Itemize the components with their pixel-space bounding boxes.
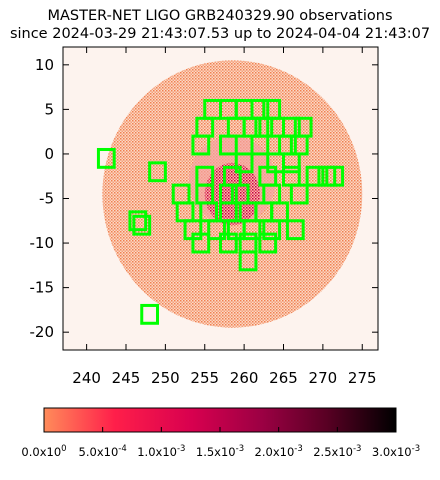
- colorbar-tick-label: 0.0x100: [21, 444, 66, 459]
- observed-field: [238, 250, 258, 272]
- observed-field: [132, 214, 152, 236]
- observed-field: [305, 165, 325, 187]
- colorbar-tick-label: 2.0x10-3: [255, 444, 303, 459]
- colorbar-tick-label: 2.5x10-3: [313, 444, 361, 459]
- x-tick-label: 245: [112, 369, 141, 387]
- observed-field: [96, 147, 116, 169]
- observed-field: [140, 303, 159, 325]
- y-tick-label: -10: [30, 234, 55, 252]
- observed-field: [262, 219, 282, 241]
- x-tick-label: 275: [348, 369, 377, 387]
- observed-field: [191, 232, 211, 254]
- observed-field: [242, 219, 262, 241]
- y-tick-label: -5: [39, 190, 54, 208]
- chart-title-line-2: since 2024-03-29 21:43:07.53 up to 2024-…: [9, 26, 431, 42]
- observed-field: [285, 219, 305, 241]
- y-tick-label: -15: [30, 279, 55, 297]
- x-tick-label: 260: [230, 369, 259, 387]
- colorbar-tick-label: 1.5x10-3: [196, 444, 244, 459]
- chart-title-line-1: MASTER-NET LIGO GRB240329.90 observation…: [47, 8, 393, 24]
- x-tick-label: 265: [269, 369, 298, 387]
- observed-field: [234, 152, 254, 174]
- x-tick-label: 250: [151, 369, 180, 387]
- x-tick-label: 255: [190, 369, 219, 387]
- observed-field: [219, 232, 238, 254]
- x-tick-label: 240: [72, 369, 101, 387]
- observed-field: [282, 152, 301, 174]
- observed-field: [191, 134, 211, 156]
- observed-field: [325, 165, 345, 187]
- y-tick-label: 10: [35, 56, 54, 74]
- x-tick-label: 270: [309, 369, 338, 387]
- y-tick-label: 0: [44, 145, 54, 163]
- colorbar-tick-label: 5.0x10-4: [79, 444, 127, 459]
- observed-field: [258, 232, 278, 254]
- observed-field: [207, 219, 226, 241]
- colorbar-tick-label: 1.0x10-3: [137, 444, 185, 459]
- observed-field: [289, 183, 309, 205]
- colorbar-tick-label: 3.0x10-3: [372, 444, 420, 459]
- y-tick-label: 5: [44, 100, 54, 118]
- observed-field: [128, 210, 148, 232]
- observed-field: [219, 134, 238, 156]
- observed-field: [148, 161, 167, 183]
- observed-field: [250, 134, 270, 156]
- y-tick-label: -20: [30, 323, 55, 341]
